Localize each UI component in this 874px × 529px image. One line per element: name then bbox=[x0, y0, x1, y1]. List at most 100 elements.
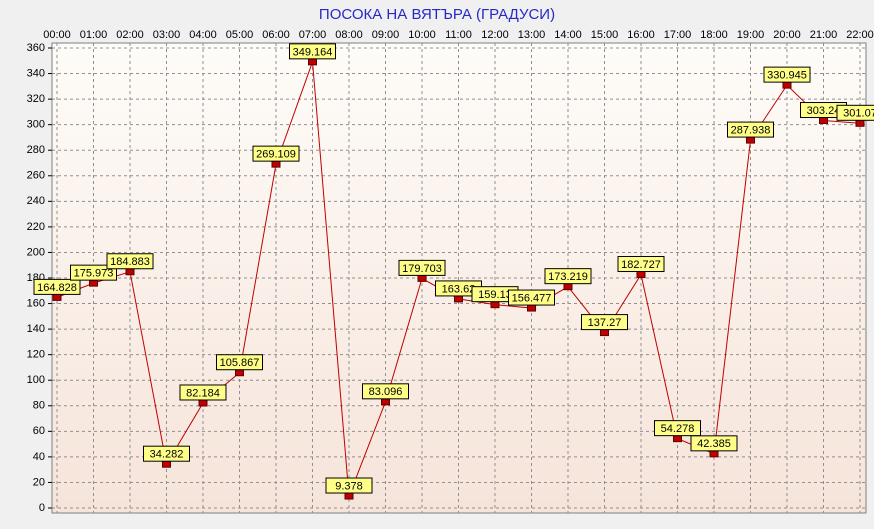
data-label-box bbox=[398, 259, 446, 276]
point-marker bbox=[709, 450, 719, 458]
x-tick-label: 11:00 bbox=[445, 29, 472, 41]
y-tick-label: 140 bbox=[27, 323, 45, 335]
y-tick-label: 40 bbox=[33, 451, 45, 463]
x-tick-label: 06:00 bbox=[262, 29, 290, 41]
data-label: 34.282 bbox=[150, 449, 184, 461]
point-marker bbox=[746, 136, 755, 144]
y-tick-label: 60 bbox=[33, 425, 45, 437]
data-label: 303.24 bbox=[807, 105, 841, 117]
point-marker bbox=[89, 279, 98, 287]
data-label-box bbox=[216, 354, 263, 371]
data-label-box bbox=[289, 43, 336, 60]
point-marker bbox=[819, 117, 828, 125]
point-marker bbox=[527, 304, 536, 312]
data-label: 9.378 bbox=[335, 480, 363, 492]
y-tick-label: 200 bbox=[27, 246, 45, 258]
data-label-box bbox=[252, 145, 300, 162]
point-marker bbox=[271, 160, 281, 168]
data-label-box bbox=[836, 104, 874, 121]
data-label-box bbox=[654, 420, 701, 437]
point-marker bbox=[52, 293, 62, 301]
point-marker bbox=[600, 329, 609, 337]
x-tick-label: 21:00 bbox=[810, 29, 838, 41]
point-marker bbox=[636, 271, 646, 279]
data-label: 330.945 bbox=[767, 70, 807, 82]
y-tick-label: 100 bbox=[27, 374, 45, 386]
y-tick-label: 320 bbox=[27, 93, 45, 105]
y-tick-label: 220 bbox=[27, 221, 45, 233]
data-label: 175.973 bbox=[74, 268, 114, 280]
data-label: 163.62 bbox=[442, 283, 476, 295]
data-label-box bbox=[544, 268, 592, 285]
point-marker bbox=[490, 301, 500, 309]
data-label: 159.13 bbox=[478, 289, 512, 301]
point-marker bbox=[308, 58, 317, 66]
y-tick-label: 160 bbox=[27, 297, 45, 309]
data-label: 179.703 bbox=[402, 263, 442, 275]
point-marker bbox=[454, 295, 463, 303]
y-tick-label: 80 bbox=[33, 400, 45, 412]
x-tick-label: 02:00 bbox=[116, 29, 144, 41]
x-tick-label: 00:00 bbox=[43, 29, 71, 41]
x-tick-label: 09:00 bbox=[372, 29, 400, 41]
data-label: 269.109 bbox=[256, 149, 296, 161]
data-label-box bbox=[362, 383, 409, 400]
data-label-box bbox=[508, 289, 555, 306]
x-tick-label: 04:00 bbox=[189, 29, 217, 41]
x-tick-label: 03:00 bbox=[153, 29, 181, 41]
point-marker bbox=[125, 268, 135, 276]
data-label: 156.477 bbox=[512, 292, 552, 304]
data-label-box bbox=[179, 384, 227, 401]
data-label: 54.278 bbox=[661, 423, 695, 435]
data-label: 301.07 bbox=[843, 108, 874, 120]
point-marker bbox=[198, 399, 208, 407]
data-label: 349.164 bbox=[293, 46, 333, 58]
x-tick-label: 10:00 bbox=[408, 29, 436, 41]
data-label: 164.828 bbox=[37, 282, 77, 294]
x-tick-label: 20:00 bbox=[773, 29, 801, 41]
y-tick-label: 340 bbox=[27, 67, 45, 79]
data-label-box bbox=[325, 477, 373, 494]
data-label: 82.184 bbox=[186, 387, 220, 399]
point-marker bbox=[673, 435, 682, 443]
x-tick-label: 17:00 bbox=[664, 29, 692, 41]
x-tick-label: 18:00 bbox=[700, 29, 728, 41]
data-label-box bbox=[33, 278, 81, 295]
chart-title: ПОСОКА НА ВЯТЪРА (ГРАДУСИ) bbox=[319, 6, 555, 23]
point-marker bbox=[162, 460, 171, 468]
x-tick-label: 22:00 bbox=[846, 29, 874, 41]
y-tick-label: 280 bbox=[27, 144, 45, 156]
point-marker bbox=[563, 283, 573, 291]
x-tick-label: 07:00 bbox=[299, 29, 327, 41]
point-marker bbox=[417, 274, 427, 282]
data-label: 83.096 bbox=[369, 386, 403, 398]
y-tick-label: 300 bbox=[27, 119, 45, 131]
data-label: 105.867 bbox=[220, 357, 260, 369]
x-tick-label: 01:00 bbox=[80, 29, 108, 41]
data-label-box bbox=[70, 264, 117, 281]
data-label-box bbox=[727, 121, 774, 138]
y-tick-label: 20 bbox=[33, 476, 45, 488]
data-label-box bbox=[763, 66, 811, 83]
data-label: 184.883 bbox=[110, 256, 150, 268]
data-label: 182.727 bbox=[621, 259, 661, 271]
data-label-box bbox=[617, 256, 665, 273]
data-label: 287.938 bbox=[731, 124, 771, 136]
y-tick-label: 360 bbox=[27, 42, 45, 54]
data-label: 137.27 bbox=[588, 317, 622, 329]
data-label: 173.219 bbox=[548, 271, 588, 283]
y-tick-label: 240 bbox=[27, 195, 45, 207]
point-marker bbox=[855, 119, 865, 127]
data-label-box bbox=[143, 445, 190, 462]
data-label-box bbox=[690, 435, 738, 452]
point-marker bbox=[235, 369, 244, 377]
x-tick-label: 15:00 bbox=[591, 29, 619, 41]
x-tick-label: 14:00 bbox=[554, 29, 582, 41]
point-marker bbox=[782, 81, 792, 89]
point-marker bbox=[344, 492, 354, 500]
x-tick-label: 19:00 bbox=[737, 29, 765, 41]
data-label-box bbox=[581, 314, 628, 331]
x-tick-label: 16:00 bbox=[627, 29, 655, 41]
x-tick-label: 08:00 bbox=[335, 29, 363, 41]
